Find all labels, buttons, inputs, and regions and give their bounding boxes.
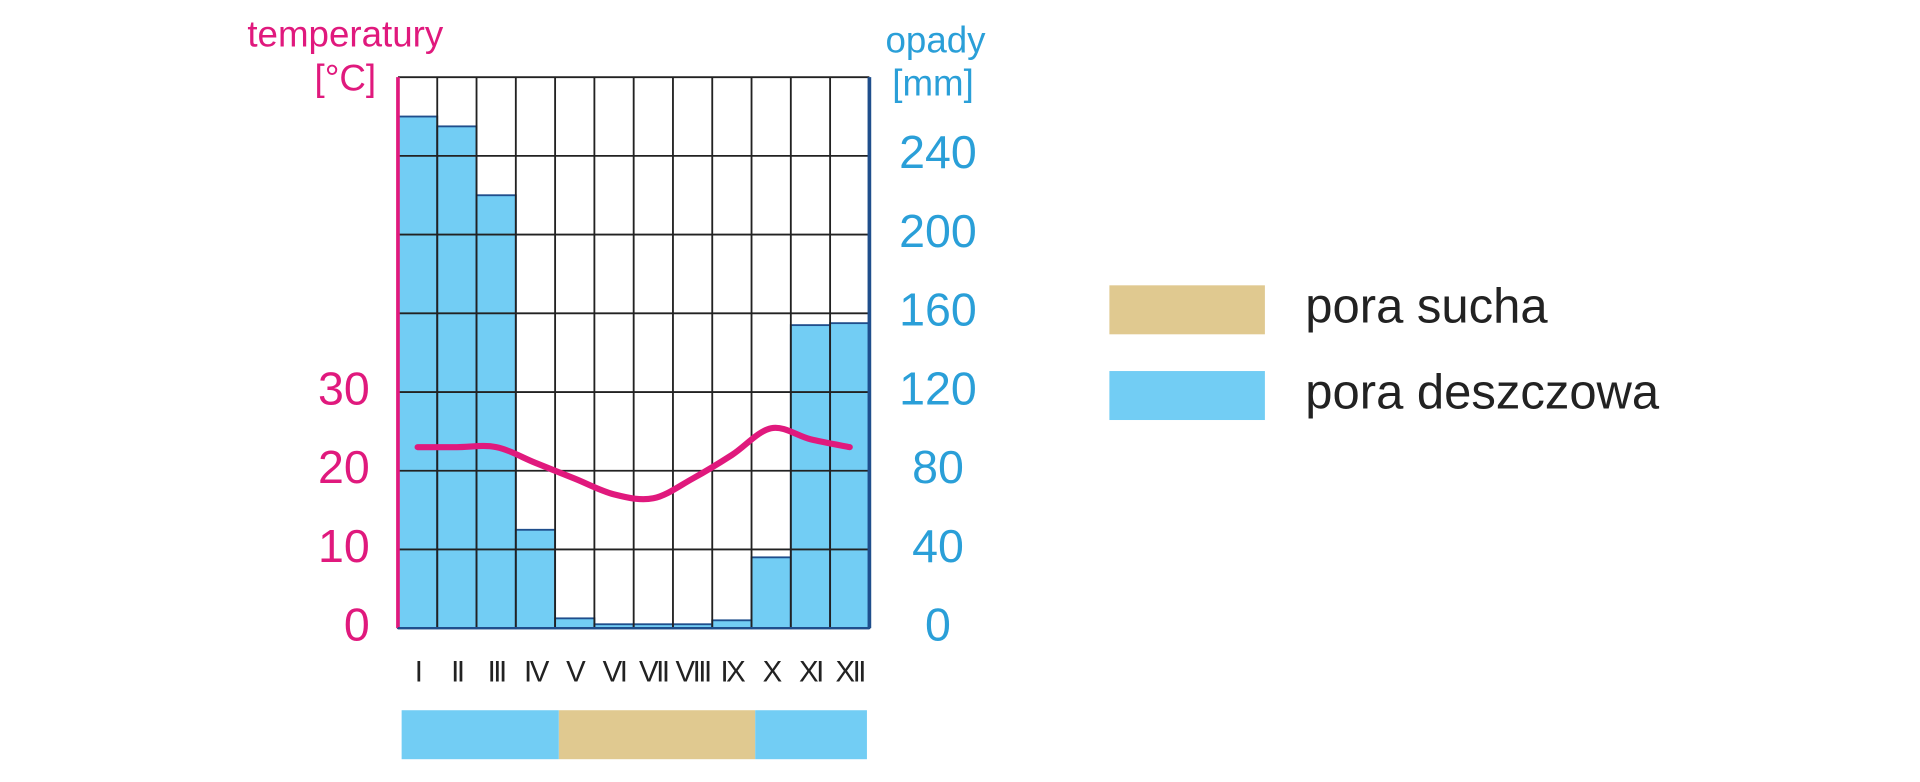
- season-span: [401, 710, 559, 760]
- y2-tick-label: 80: [912, 441, 964, 493]
- season-span: [755, 710, 867, 760]
- y-tick-label: 0: [344, 598, 370, 650]
- y2-axis-label: opady: [885, 20, 986, 61]
- bar: [554, 617, 596, 630]
- x-tick-label: VI: [603, 655, 626, 688]
- bar: [514, 528, 557, 630]
- x-tick-label: IX: [720, 655, 745, 688]
- x-tick-label: VIII: [675, 655, 710, 688]
- y-axis-label: [°C]: [315, 58, 377, 99]
- x-tick-label: X: [763, 655, 782, 688]
- x-tick-label: II: [451, 655, 463, 688]
- y2-axis-label: [mm]: [892, 62, 974, 103]
- y2-tick-label: 200: [899, 205, 977, 257]
- y2-tick-label: 40: [912, 520, 964, 572]
- y-axis-label: temperatury: [247, 13, 444, 54]
- bar: [475, 194, 517, 630]
- bar: [750, 556, 792, 630]
- y2-tick-label: 160: [899, 284, 977, 336]
- bar: [397, 115, 439, 630]
- legend-label: pora deszczowa: [1305, 365, 1660, 419]
- y2-tick-label: 240: [899, 126, 977, 178]
- legend-label: pora sucha: [1305, 280, 1548, 334]
- x-tick-label: VII: [639, 655, 668, 688]
- y2-tick-label: 0: [925, 598, 951, 650]
- temperature-line: [414, 424, 853, 503]
- x-tick-label: V: [566, 655, 586, 688]
- bar: [436, 125, 478, 630]
- x-tick-label: I: [415, 655, 421, 688]
- y2-tick-label: 120: [899, 362, 977, 414]
- season-span: [558, 710, 756, 760]
- bar: [829, 322, 871, 630]
- x-tick-label: III: [488, 655, 505, 688]
- y-tick-label: 20: [318, 441, 370, 493]
- legend-swatch: [1109, 285, 1265, 335]
- bar: [789, 324, 832, 630]
- x-tick-label: XII: [835, 655, 864, 688]
- x-tick-label: IV: [524, 655, 550, 688]
- y-tick-label: 30: [318, 362, 370, 414]
- y-tick-label: 10: [318, 520, 370, 572]
- x-tick-label: XI: [799, 655, 822, 688]
- legend-swatch: [1109, 371, 1265, 421]
